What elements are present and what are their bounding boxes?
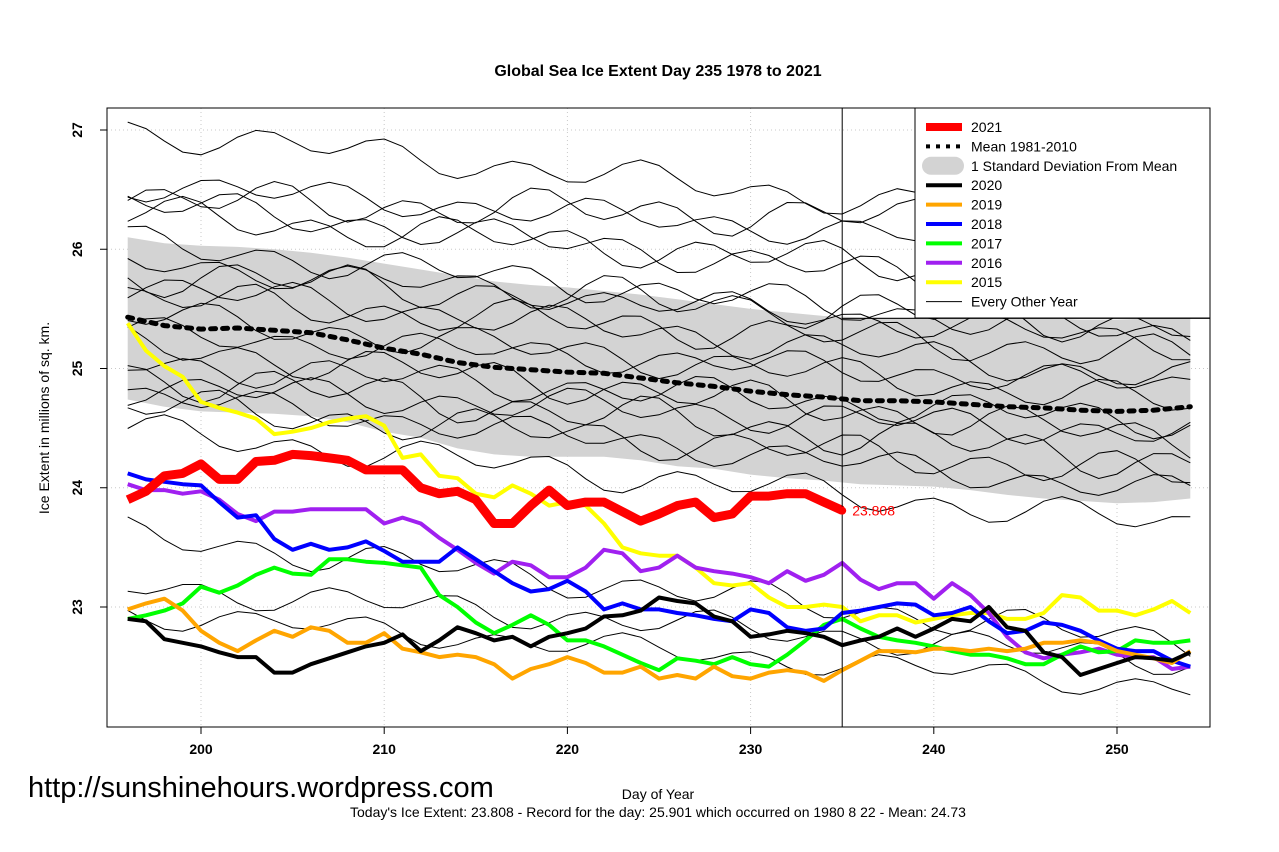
x-axis: 200 210 220 230 240 250: [189, 727, 1129, 757]
legend-label-0: 2021: [971, 119, 1002, 135]
x-tick-label-240: 240: [922, 741, 946, 757]
mean-line-group: [125, 314, 1193, 414]
every-other-year-line-16: [127, 377, 1191, 445]
series-line-2015: [126, 322, 1192, 625]
chart-title: Global Sea Ice Extent Day 235 1978 to 20…: [494, 63, 821, 80]
x-tick-label-210: 210: [373, 741, 397, 757]
legend-label-6: 2017: [971, 235, 1002, 251]
x-axis-label: Day of Year: [622, 786, 695, 802]
x-tick-label-230: 230: [739, 741, 763, 757]
legend-label-8: 2015: [971, 274, 1002, 290]
std-dev-band: [127, 237, 1191, 504]
every-other-year-line-7: [127, 258, 1191, 361]
y-tick-label-25: 25: [69, 361, 85, 377]
legend-label-4: 2019: [971, 197, 1002, 213]
y-axis-label: Ice Extent in millions of sq. km.: [36, 322, 52, 514]
x-tick-label-250: 250: [1105, 741, 1129, 757]
every-other-year-line-14: [127, 358, 1191, 440]
series-line-2021: [125, 449, 845, 528]
watermark-url: http://sunshinehours.wordpress.com: [28, 772, 494, 804]
mean-line: [125, 314, 1193, 414]
series-line-2019: [127, 596, 1192, 683]
every-other-year-line-10: [127, 283, 1191, 365]
legend-label-3: 2020: [971, 177, 1002, 193]
every-other-year-line-9: [127, 279, 1191, 386]
footer-summary: Today's Ice Extent: 23.808 - Record for …: [350, 804, 966, 820]
x-tick-label-220: 220: [556, 741, 580, 757]
every-other-year-line-11: [127, 302, 1191, 411]
every-other-year-line-12: [127, 317, 1191, 391]
every-other-year-line-17: [127, 387, 1191, 496]
x-tick-label-200: 200: [189, 741, 213, 757]
legend-label-7: 2016: [971, 255, 1002, 271]
highlighted-series: [125, 322, 1192, 683]
y-axis: 23 24 25 26 27: [69, 122, 107, 615]
legend-label-5: 2018: [971, 216, 1002, 232]
legend-label-9: Every Other Year: [971, 294, 1078, 310]
plot-frame: [106, 107, 1211, 728]
y-tick-label-24: 24: [69, 480, 85, 496]
y-tick-label-27: 27: [69, 122, 85, 138]
series-line-2020: [127, 595, 1192, 677]
legend-box: [914, 107, 1211, 319]
series-line-2016: [127, 482, 1191, 671]
every-other-year-line-18: [127, 389, 1191, 484]
y-tick-label-23: 23: [69, 599, 85, 615]
series-line-2017: [127, 557, 1191, 673]
legend-swatch-std-dev: [922, 156, 964, 175]
series-line-2018: [127, 471, 1191, 669]
today-value-label: 23.808: [852, 503, 895, 519]
every-other-year-line-20: [127, 516, 1191, 657]
y-tick-label-26: 26: [69, 241, 85, 257]
today-point: [838, 506, 847, 515]
legend-label-2: 1 Standard Deviation From Mean: [971, 158, 1177, 174]
legend: 2021 Mean 1981-2010 1 Standard Deviation F…: [914, 107, 1211, 319]
every-other-year-line-21: [127, 584, 1191, 675]
every-other-year-line-15: [127, 365, 1191, 480]
legend-label-1: Mean 1981-2010: [971, 138, 1077, 154]
every-other-year-line-19: [127, 414, 1191, 528]
std-dev-band-group: [127, 237, 1191, 504]
